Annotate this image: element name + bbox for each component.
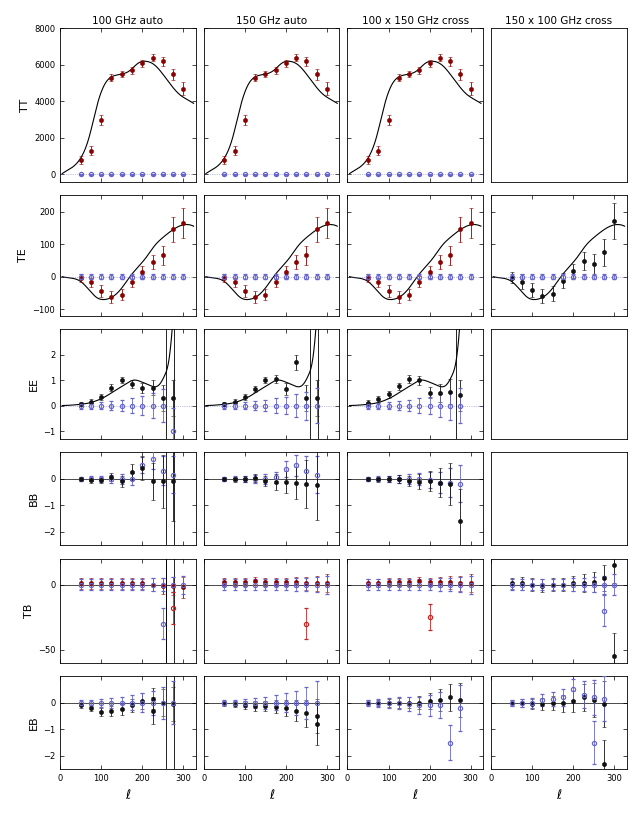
Y-axis label: BB: BB [29,491,39,506]
Title: 150 x 100 GHz cross: 150 x 100 GHz cross [505,16,613,26]
Y-axis label: TE: TE [18,248,28,262]
X-axis label: ℓ: ℓ [556,789,561,802]
Y-axis label: TB: TB [23,603,34,618]
Y-axis label: EB: EB [29,716,39,730]
Title: 150 GHz auto: 150 GHz auto [236,16,307,26]
X-axis label: ℓ: ℓ [125,789,130,802]
X-axis label: ℓ: ℓ [413,789,418,802]
Y-axis label: TT: TT [20,98,30,112]
Y-axis label: EE: EE [29,377,39,391]
Title: 100 x 150 GHz cross: 100 x 150 GHz cross [361,16,469,26]
X-axis label: ℓ: ℓ [269,789,274,802]
Title: 100 GHz auto: 100 GHz auto [92,16,163,26]
